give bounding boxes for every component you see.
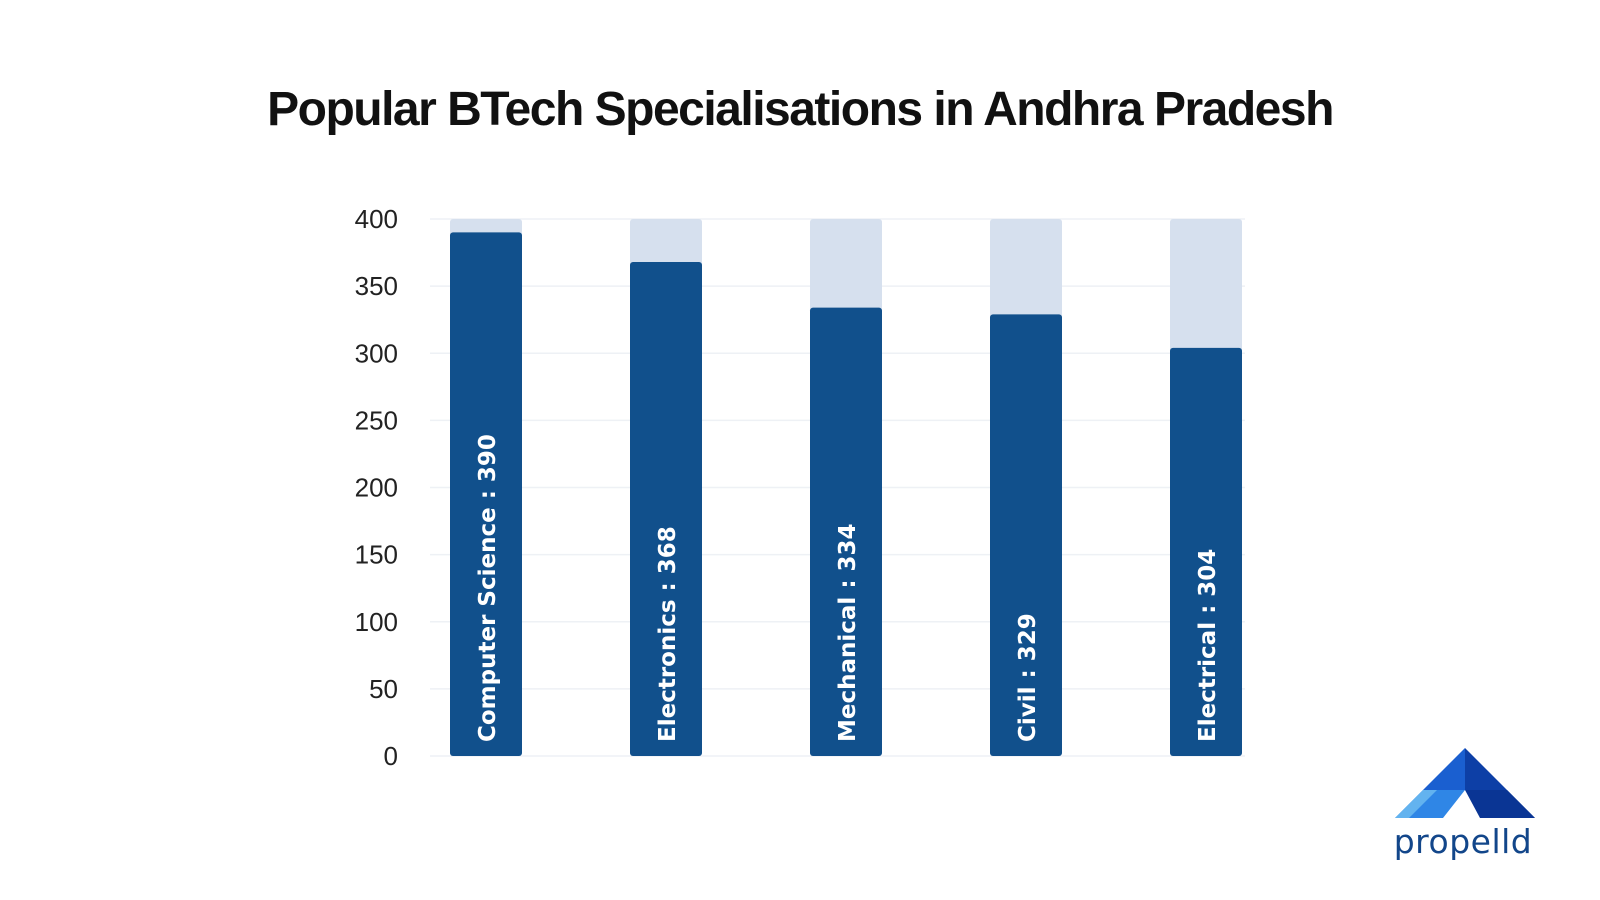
y-tick-label: 250	[355, 405, 398, 435]
bar	[1170, 347, 1242, 756]
y-tick-label: 300	[355, 338, 398, 368]
y-tick-label: 400	[355, 204, 398, 234]
bar-data-label: Computer Science : 390	[475, 434, 501, 742]
chart-title: Popular BTech Specialisations in Andhra …	[267, 83, 1334, 136]
bar-data-label: Electronics : 368	[655, 526, 681, 742]
y-tick-label: 0	[384, 741, 398, 771]
bar	[630, 261, 702, 756]
logo-right-dark	[1465, 790, 1535, 818]
logo-peak-dark	[1423, 748, 1465, 790]
bar-data-label: Electrical : 304	[1195, 549, 1221, 742]
propelld-logo-icon	[1395, 748, 1535, 818]
y-tick-label: 100	[355, 607, 398, 637]
y-tick-label: 350	[355, 271, 398, 301]
y-tick-label: 50	[369, 674, 398, 704]
bar	[990, 314, 1062, 756]
y-tick-label: 200	[355, 473, 398, 503]
bar	[810, 307, 882, 756]
bar-data-label: Civil : 329	[1015, 613, 1041, 742]
bar	[450, 232, 522, 757]
bar-data-label: Mechanical : 334	[835, 523, 861, 742]
logo-base-light	[1395, 790, 1437, 818]
y-tick-label: 150	[355, 540, 398, 570]
brand-name: propelld	[1393, 822, 1533, 861]
